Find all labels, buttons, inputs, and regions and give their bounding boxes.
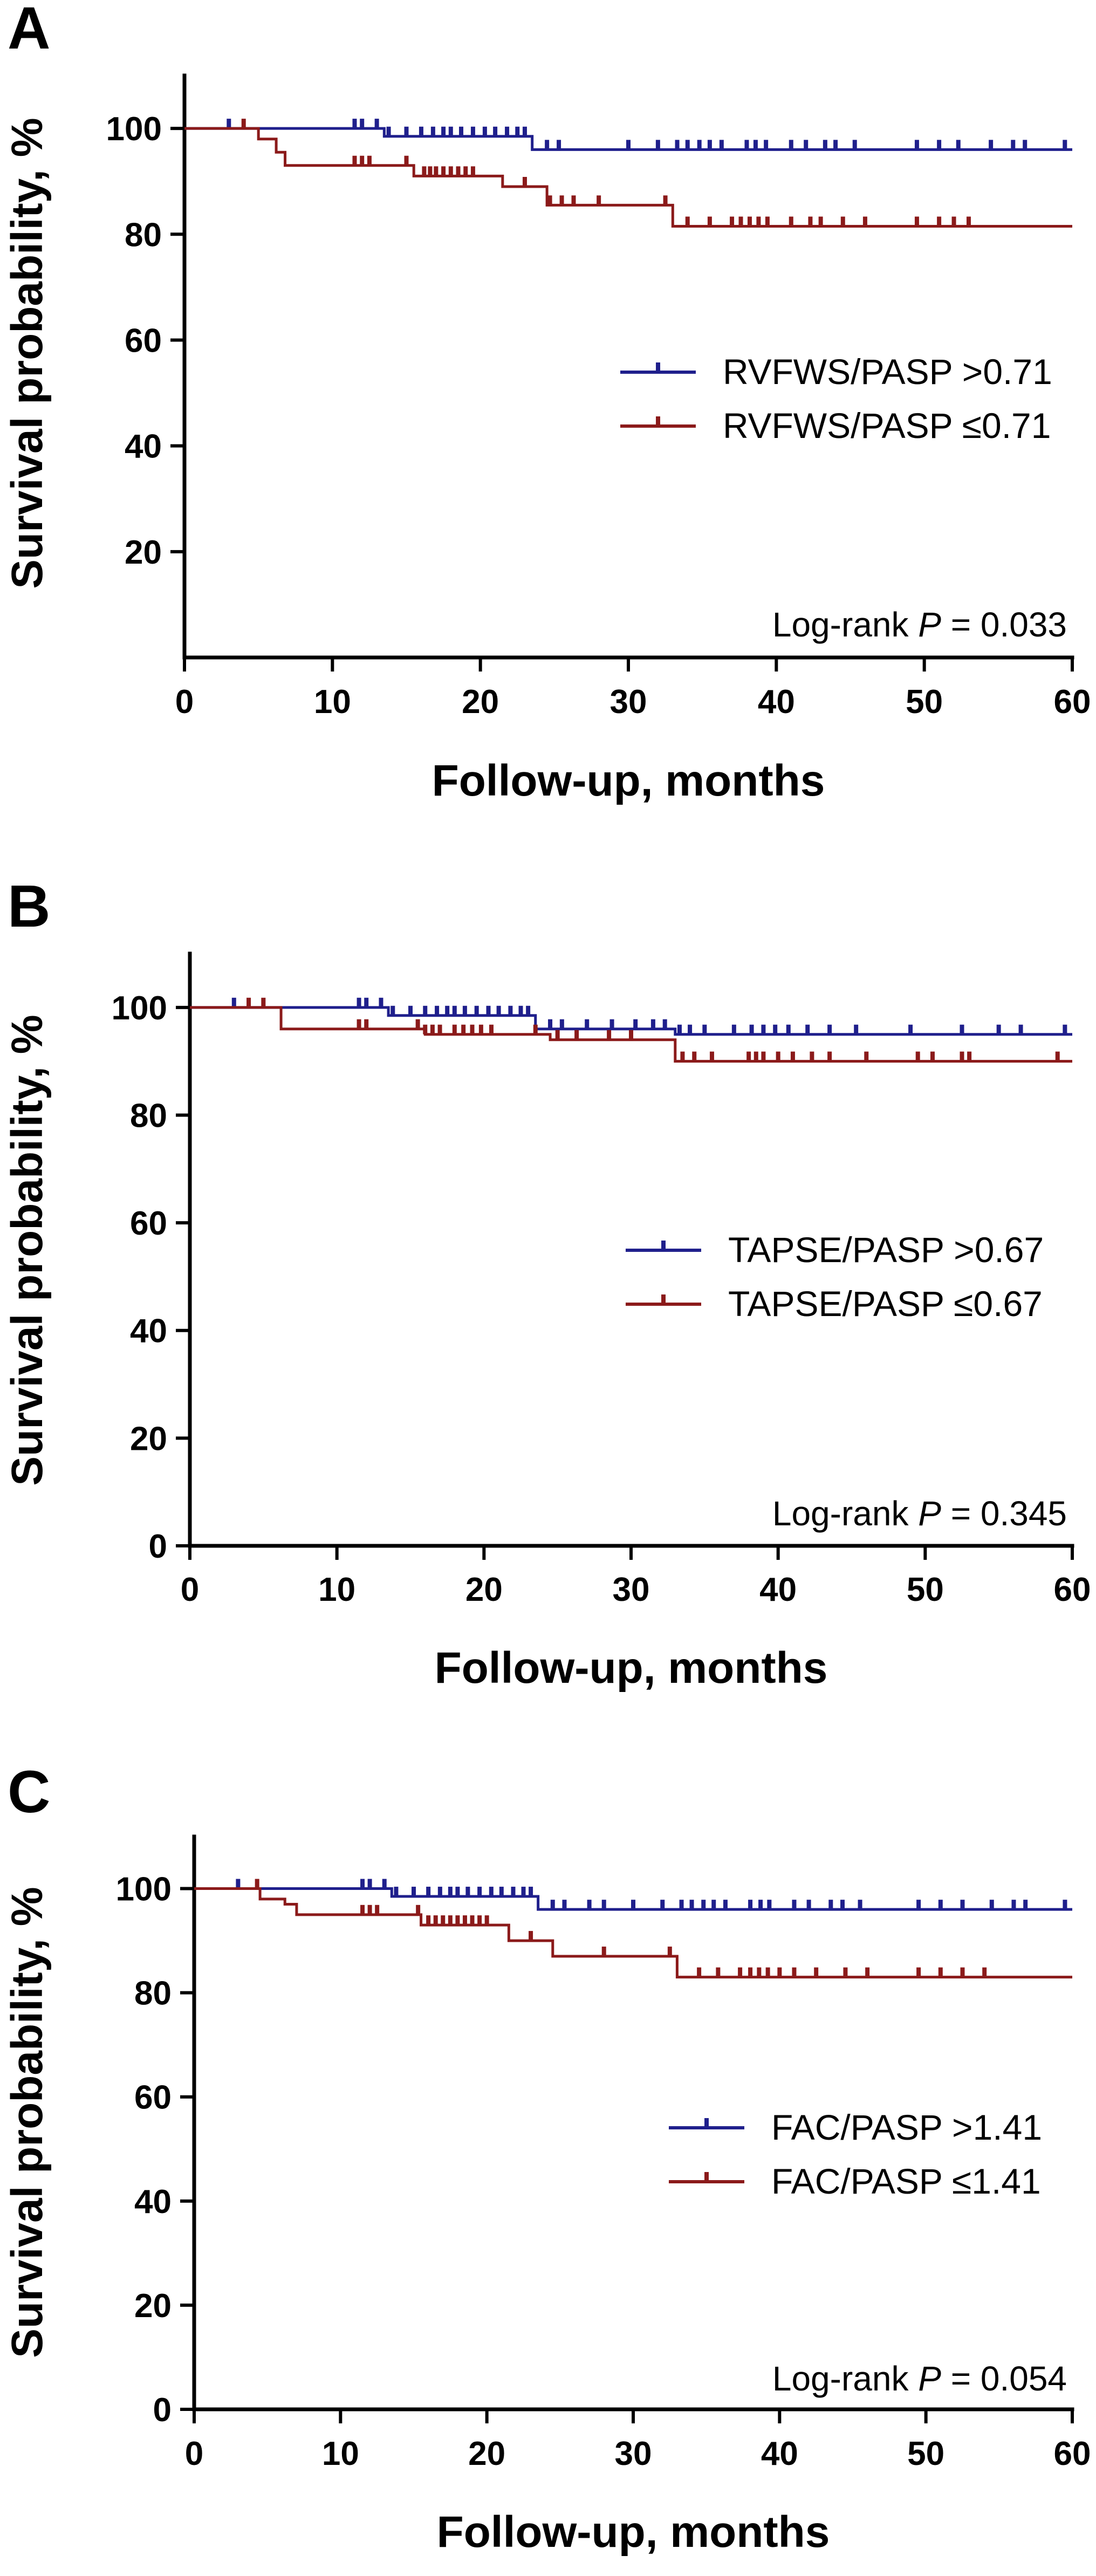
x-tick-label: 40 [758, 683, 795, 721]
legend-label: RVFWS/PASP ≤0.71 [723, 406, 1051, 446]
x-tick-label: 0 [181, 1571, 199, 1608]
logrank-value: = 0.345 [941, 1494, 1067, 1533]
logrank-p-symbol: P [918, 2359, 941, 2398]
x-axis-title: Follow-up, months [432, 756, 825, 805]
logrank-prefix: Log-rank [772, 2359, 918, 2398]
logrank-prefix: Log-rank [772, 605, 918, 644]
legend-label: RVFWS/PASP >0.71 [723, 352, 1052, 392]
logrank-p-symbol: P [918, 1494, 941, 1533]
x-tick-label: 20 [465, 1571, 503, 1608]
km-panel-b: B 0 20 40 60 80 100 0 10 20 30 40 50 60 Follow-up, mon… [3, 873, 1091, 1693]
x-tick-label: 50 [907, 2435, 944, 2472]
y-tick-label: 60 [125, 322, 162, 359]
logrank-prefix: Log-rank [772, 1494, 918, 1533]
legend-label: TAPSE/PASP ≤0.67 [728, 1284, 1043, 1324]
x-axis-title: Follow-up, months [435, 1643, 828, 1693]
km-series-low [184, 119, 1072, 228]
x-tick-label: 20 [462, 683, 499, 721]
panel-letter: B [8, 873, 50, 940]
y-tick-label: 0 [153, 2392, 172, 2429]
y-axis-title: Survival probability, % [3, 1887, 52, 2358]
y-tick-label: 20 [130, 1420, 167, 1457]
survival-curve [194, 1887, 1072, 1979]
y-tick-label: 20 [134, 2287, 172, 2325]
survival-curve [190, 1006, 1072, 1036]
y-tick-label: 100 [106, 111, 162, 148]
x-tick-label: 60 [1054, 683, 1091, 721]
x-tick-label: 0 [185, 2435, 203, 2472]
legend-label: FAC/PASP ≤1.41 [771, 2161, 1041, 2201]
x-tick-label: 40 [759, 1571, 797, 1608]
y-tick-label: 40 [130, 1313, 167, 1350]
logrank-value: = 0.054 [941, 2359, 1067, 2398]
survival-curve [190, 1006, 1072, 1063]
x-tick-label: 10 [322, 2435, 359, 2472]
survival-curve [184, 127, 1072, 151]
logrank-value: = 0.033 [941, 605, 1067, 644]
y-tick-label: 40 [125, 428, 162, 465]
logrank-annotation: Log-rank P = 0.345 [772, 1494, 1067, 1533]
x-tick-label: 30 [610, 683, 647, 721]
y-tick-label: 0 [149, 1528, 167, 1565]
km-series-low [194, 1879, 1072, 1979]
y-axis-title: Survival probability, % [3, 118, 52, 588]
x-tick-label: 10 [314, 683, 351, 721]
logrank-annotation: Log-rank P = 0.054 [772, 2359, 1067, 2398]
panel-letter: A [8, 0, 50, 61]
y-tick-label: 20 [125, 534, 162, 571]
y-tick-label: 100 [112, 990, 167, 1027]
x-tick-label: 60 [1054, 2435, 1091, 2472]
logrank-annotation: Log-rank P = 0.033 [772, 605, 1067, 644]
y-tick-label: 60 [130, 1205, 167, 1242]
x-tick-label: 60 [1054, 1571, 1091, 1608]
x-tick-label: 50 [906, 683, 943, 721]
x-tick-label: 30 [615, 2435, 652, 2472]
logrank-p-symbol: P [918, 605, 941, 644]
panel-letter: C [8, 1759, 50, 1825]
x-tick-label: 10 [318, 1571, 355, 1608]
km-panel-c: C 0 20 40 60 80 100 0 10 20 30 40 50 60 Follow-up, mon… [3, 1759, 1091, 2557]
x-tick-label: 30 [613, 1571, 650, 1608]
x-axis-title: Follow-up, months [437, 2508, 830, 2557]
survival-curve [184, 127, 1072, 228]
y-tick-label: 40 [134, 2183, 172, 2221]
km-series-high [184, 119, 1072, 151]
km-series-low [190, 997, 1072, 1063]
survival-curve [194, 1887, 1072, 1911]
y-axis-title: Survival probability, % [3, 1015, 52, 1485]
y-tick-label: 80 [125, 216, 162, 254]
y-tick-label: 80 [130, 1097, 167, 1134]
km-series-high [194, 1879, 1072, 1911]
x-tick-label: 50 [907, 1571, 944, 1608]
y-tick-label: 100 [116, 1871, 172, 1908]
km-panel-a: A 20 40 60 80 100 0 10 20 30 40 50 60 Follow-up, mont… [3, 0, 1091, 805]
km-series-high [190, 997, 1072, 1036]
y-tick-label: 60 [134, 2079, 172, 2116]
x-tick-label: 40 [761, 2435, 798, 2472]
x-tick-label: 0 [175, 683, 194, 721]
x-tick-label: 20 [468, 2435, 505, 2472]
y-tick-label: 80 [134, 1975, 172, 2012]
legend-label: TAPSE/PASP >0.67 [728, 1230, 1044, 1270]
legend-label: FAC/PASP >1.41 [771, 2107, 1042, 2147]
